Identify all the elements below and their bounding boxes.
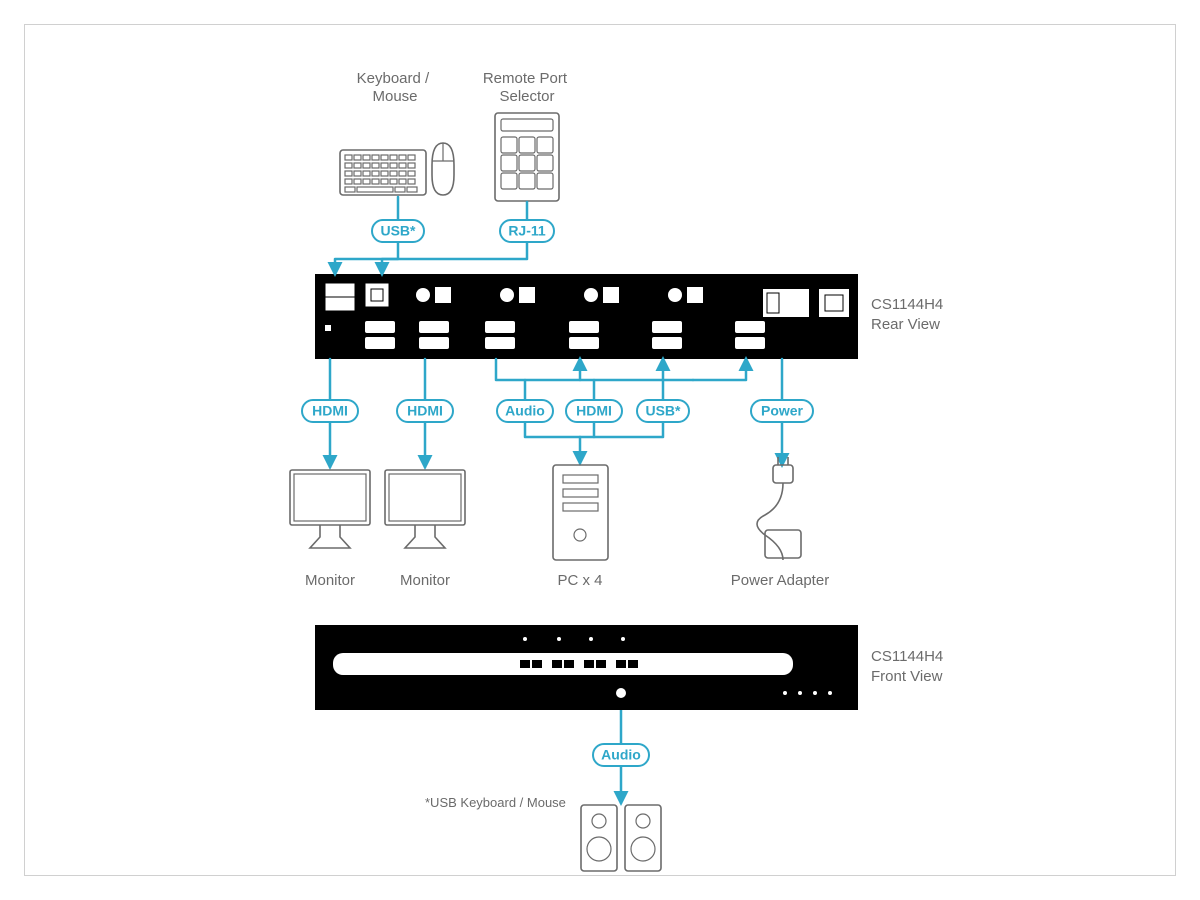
monitor1-label: Monitor (305, 572, 355, 589)
mouse-icon (432, 143, 454, 195)
pill-hdmi2: HDMI (397, 400, 453, 422)
pill-text-hdmi2: HDMI (407, 403, 443, 419)
connection-usb2-join (594, 422, 663, 437)
pc-label: PC x 4 (557, 572, 602, 589)
power-adapter-icon (757, 457, 801, 560)
front-view-label-2: Front View (871, 668, 943, 685)
rear-unit-icon (315, 274, 858, 359)
diagram-frame: Keyboard / Mouse Remote Port Selector (24, 24, 1176, 876)
pill-hdmi1: HDMI (302, 400, 358, 422)
pill-text-hdmi1: HDMI (312, 403, 348, 419)
pill-audio2: Audio (593, 744, 649, 766)
pill-text-audio2: Audio (601, 747, 641, 763)
power-adapter-label: Power Adapter (731, 572, 829, 589)
front-unit-icon (315, 625, 858, 710)
front-view-label-1: CS1144H4 (871, 648, 943, 665)
connection-hdmi3-join (580, 422, 594, 437)
rear-view-label-1: CS1144H4 (871, 296, 943, 313)
connection-rj11-to-rear (382, 242, 527, 274)
diagram-svg: Keyboard / Mouse Remote Port Selector (25, 25, 1177, 877)
pill-text-usb2: USB* (645, 403, 681, 419)
pill-rj11: RJ-11 (500, 220, 554, 242)
pill-text-hdmi3: HDMI (576, 403, 612, 419)
pill-hdmi3: HDMI (566, 400, 622, 422)
pill-text-rj11: RJ-11 (508, 223, 546, 239)
remote-selector-icon (495, 113, 559, 201)
connection-port4a-to-bus (693, 359, 746, 380)
monitor1-icon (290, 470, 370, 548)
pill-text-usb_top: USB* (380, 223, 416, 239)
remote-port-selector-label: Remote Port Selector (483, 70, 571, 105)
pill-usb2: USB* (637, 400, 689, 422)
footnote-text: *USB Keyboard / Mouse (425, 795, 566, 810)
keyboard-icon (340, 150, 426, 195)
pc-icon (553, 465, 608, 560)
pill-audio: Audio (497, 400, 553, 422)
pill-text-audio: Audio (505, 403, 545, 419)
keyboard-mouse-label: Keyboard / Mouse (357, 70, 434, 105)
rear-view-label-2: Rear View (871, 316, 940, 333)
monitor2-icon (385, 470, 465, 548)
speakers-icon (581, 805, 661, 871)
pill-usb_top: USB* (372, 220, 424, 242)
monitor2-label: Monitor (400, 572, 450, 589)
connection-audio-join (525, 422, 580, 437)
pill-text-power: Power (761, 403, 804, 419)
pill-power: Power (751, 400, 813, 422)
